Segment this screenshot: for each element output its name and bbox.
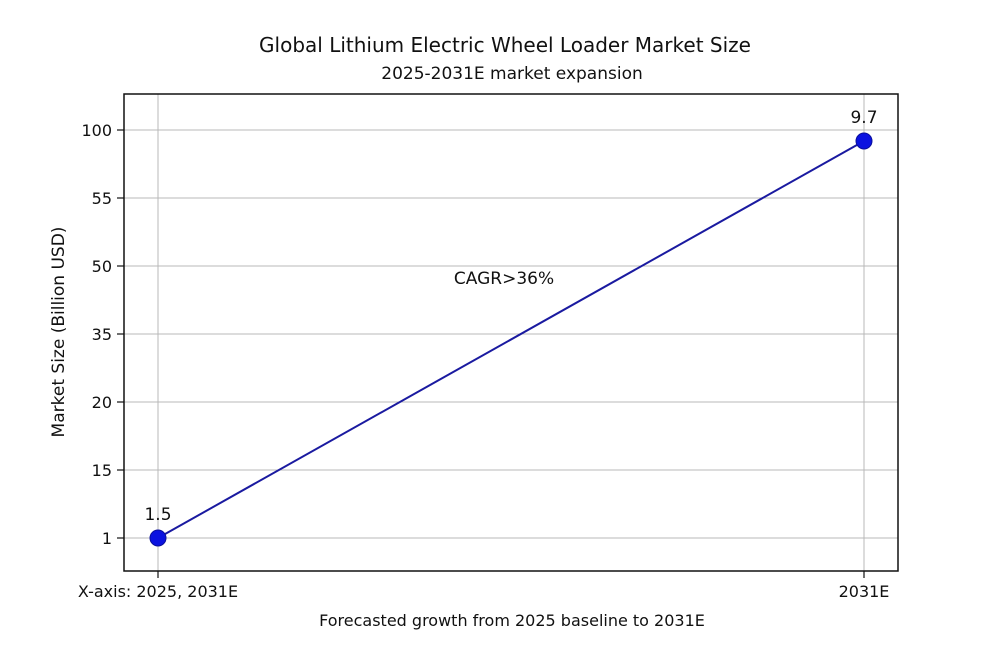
y-tick-label: 55 xyxy=(92,189,112,208)
y-axis-label: Market Size (Billion USD) xyxy=(49,227,69,438)
data-point xyxy=(855,132,873,150)
data-label: 1.5 xyxy=(144,505,171,525)
x-axis-label: Forecasted growth from 2025 baseline to … xyxy=(319,611,705,630)
x-tick-label: 2031E xyxy=(839,582,890,601)
y-tick-label: 1 xyxy=(102,529,112,548)
cagr-annotation: CAGR>36% xyxy=(454,269,554,289)
x-tick-label: X-axis: 2025, 2031E xyxy=(78,582,238,601)
data-label: 9.7 xyxy=(850,108,877,128)
x-axis: X-axis: 2025, 2031E 2031E xyxy=(78,571,890,601)
y-tick-label: 50 xyxy=(92,257,112,276)
series-line xyxy=(157,140,865,539)
grid xyxy=(124,94,898,571)
annotation-layer: CAGR>36% xyxy=(454,269,554,289)
y-tick-label: 100 xyxy=(81,121,112,140)
y-axis: 1 15 20 35 50 55 100 xyxy=(81,121,124,548)
series-layer: 1.5 9.7 xyxy=(144,108,878,547)
plot-frame xyxy=(123,93,899,572)
data-point xyxy=(149,529,167,547)
chart-title: Global Lithium Electric Wheel Loader Mar… xyxy=(259,33,751,57)
y-tick-label: 35 xyxy=(92,325,112,344)
y-tick-label: 15 xyxy=(92,461,112,480)
y-tick-label: 20 xyxy=(92,393,112,412)
chart-subtitle: 2025-2031E market expansion xyxy=(381,64,643,84)
